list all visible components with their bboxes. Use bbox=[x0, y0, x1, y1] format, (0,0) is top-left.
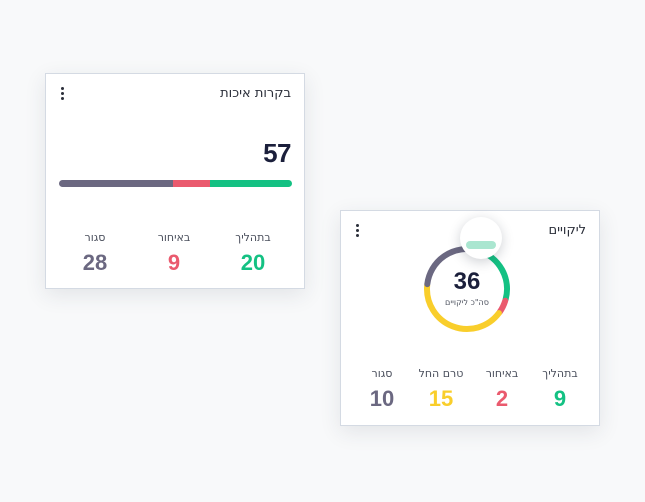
stat-label: באיחור bbox=[485, 367, 519, 380]
quality-stat-closed[interactable]: סגור 28 bbox=[60, 231, 130, 276]
quality-stat-late[interactable]: באיחור 9 bbox=[139, 231, 209, 276]
stat-label: בתהליך bbox=[235, 231, 271, 244]
defects-total-caption: סה"כ ליקויים bbox=[445, 298, 489, 307]
stat-label: סגור bbox=[84, 231, 106, 244]
defects-card: ליקויים 36 סה"כ ליקויים בתהליך 9 באיחור … bbox=[340, 210, 600, 426]
kebab-menu-icon[interactable] bbox=[354, 224, 362, 238]
stat-value: 15 bbox=[428, 386, 454, 411]
stat-value: 28 bbox=[82, 250, 108, 275]
defects-stat-late[interactable]: באיחור 2 bbox=[467, 367, 537, 412]
bar-segment bbox=[210, 180, 292, 187]
stat-value: 2 bbox=[495, 386, 509, 411]
stat-value: 10 bbox=[369, 386, 395, 411]
defects-stat-closed[interactable]: סגור 10 bbox=[347, 367, 417, 412]
defects-stat-not-started[interactable]: טרם החל 15 bbox=[406, 367, 476, 412]
defects-donut-chart: 36 סה"כ ליקויים bbox=[422, 244, 512, 334]
quality-status-bar bbox=[59, 180, 292, 187]
donut-segment bbox=[424, 282, 502, 332]
stat-value: 9 bbox=[553, 386, 567, 411]
quality-card-title: בקרות איכות bbox=[220, 86, 291, 101]
stat-label: בתהליך bbox=[542, 367, 578, 380]
donut-hover-highlight bbox=[460, 217, 502, 259]
quality-control-card: בקרות איכות 57 בתהליך 20 באיחור 9 סגור 2… bbox=[45, 73, 305, 289]
bar-segment bbox=[173, 180, 211, 187]
defects-total: 36 bbox=[453, 268, 481, 295]
quality-total: 57 bbox=[263, 138, 291, 168]
bar-segment bbox=[59, 180, 174, 187]
defects-stat-in-progress[interactable]: בתהליך 9 bbox=[525, 367, 595, 412]
stat-value: 9 bbox=[167, 250, 181, 275]
kebab-menu-icon[interactable] bbox=[59, 87, 67, 101]
defects-card-title: ליקויים bbox=[548, 223, 586, 238]
stat-label: טרם החל bbox=[418, 367, 464, 380]
stat-value: 20 bbox=[240, 250, 266, 275]
stat-label: סגור bbox=[371, 367, 393, 380]
quality-stat-in-progress[interactable]: בתהליך 20 bbox=[218, 231, 288, 276]
stat-label: באיחור bbox=[157, 231, 191, 244]
